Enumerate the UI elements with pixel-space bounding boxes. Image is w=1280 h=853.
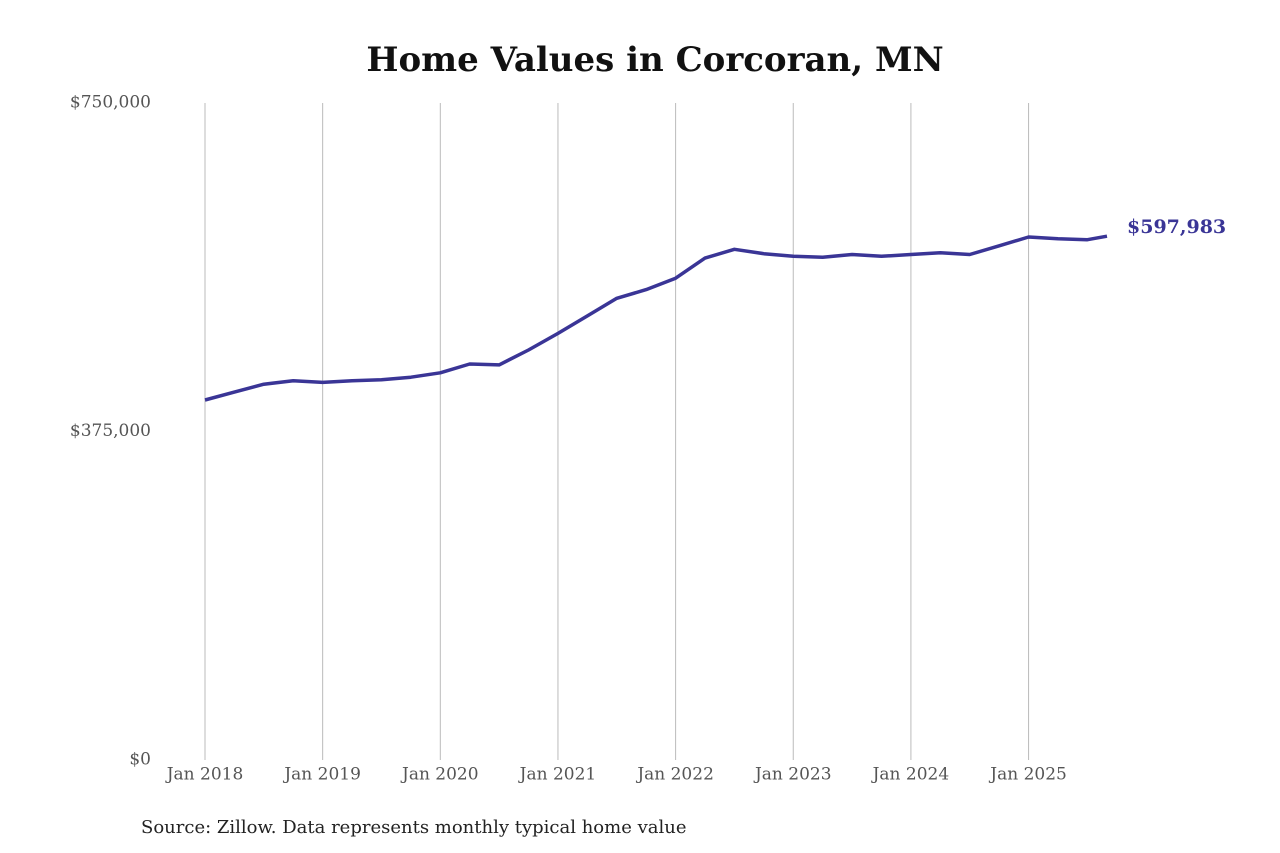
line-series xyxy=(204,234,1108,402)
chart-title: Home Values in Corcoran, MN xyxy=(366,40,943,80)
x-tick-label: Jan 2025 xyxy=(988,765,1067,785)
source-note: Source: Zillow. Data represents monthly … xyxy=(141,817,687,838)
y-tick-label: $0 xyxy=(129,750,151,770)
x-tick-label: Jan 2021 xyxy=(518,765,597,785)
x-tick-label: Jan 2023 xyxy=(753,765,832,785)
x-tick-label: Jan 2020 xyxy=(400,765,479,785)
y-tick-label: $750,000 xyxy=(70,93,151,113)
x-tick-label: Jan 2019 xyxy=(282,765,361,785)
end-value-label: $597,983 xyxy=(1127,216,1226,238)
y-tick-label: $375,000 xyxy=(70,421,151,441)
x-tick-label: Jan 2022 xyxy=(635,765,714,785)
x-tick-label: Jan 2018 xyxy=(165,765,244,785)
x-tick-label: Jan 2024 xyxy=(871,765,950,785)
